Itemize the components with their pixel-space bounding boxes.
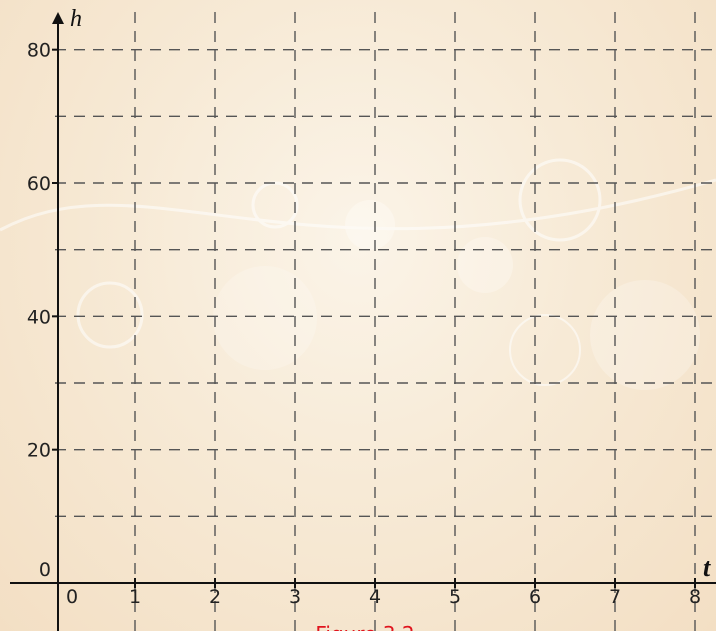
y-tick-label: 0 [39,559,51,581]
x-tick-label: 6 [529,586,541,608]
y-tick-label: 80 [27,40,51,62]
x-tick-label: 5 [449,586,461,608]
x-tick-label: 7 [609,586,621,608]
x-tick-label: 2 [209,586,221,608]
x-tick-label: 1 [129,586,141,608]
x-tick-label: 8 [689,586,701,608]
caption: Figure 3.2 [315,622,414,631]
x-tick-label: 3 [289,586,301,608]
y-tick-label: 60 [27,173,51,195]
x-axis-label: t [703,553,711,582]
y-tick-label: 20 [27,440,51,462]
x-tick-label: 0 [66,586,78,608]
y-tick-label: 40 [27,306,51,328]
y-axis-arrow [52,12,64,24]
y-axis-label: h [70,6,82,32]
x-tick-label: 4 [369,586,381,608]
